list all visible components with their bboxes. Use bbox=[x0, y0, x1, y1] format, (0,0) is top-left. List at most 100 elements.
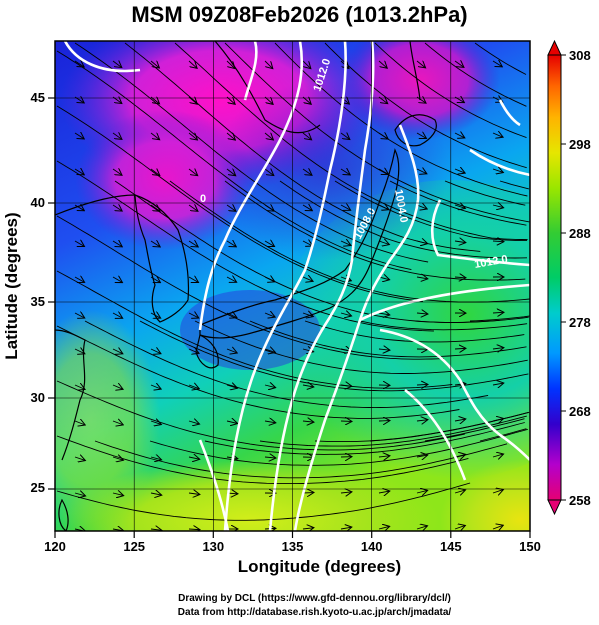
streamline bbox=[56, 270, 453, 389]
wind-arrow bbox=[188, 277, 198, 282]
plot-title: MSM 09Z08Feb2026 (1013.2hPa) bbox=[131, 2, 468, 27]
wind-arrow bbox=[340, 492, 351, 493]
axis-ticks bbox=[48, 97, 531, 538]
sakhalin-coastline bbox=[409, 41, 421, 101]
x-tick-labels: 120 125 130 135 140 145 150 bbox=[44, 539, 541, 554]
x-tick-label: 130 bbox=[202, 539, 224, 554]
wind-arrow bbox=[454, 205, 465, 208]
wind-arrow bbox=[150, 493, 161, 495]
wind-arrow bbox=[416, 241, 427, 243]
wind-arrow bbox=[188, 205, 197, 211]
wind-arrow bbox=[112, 493, 123, 495]
streamline bbox=[499, 180, 530, 190]
x-tick-label: 120 bbox=[44, 539, 66, 554]
wind-arrow bbox=[150, 349, 160, 353]
wind-arrow bbox=[264, 349, 275, 352]
y-tick-label: 35 bbox=[31, 294, 45, 309]
streamline bbox=[56, 380, 465, 451]
wind-arrow bbox=[226, 277, 236, 282]
streamline bbox=[56, 50, 412, 271]
wind-arrow bbox=[416, 313, 427, 314]
wind-arrow bbox=[264, 385, 275, 387]
colorbar-max-arrow bbox=[547, 39, 562, 56]
wind-arrow bbox=[492, 61, 502, 66]
wind-arrow bbox=[226, 385, 237, 388]
wind-arrow bbox=[416, 384, 427, 385]
wind-arrow bbox=[302, 60, 310, 68]
colorbar-label: 288 bbox=[569, 226, 591, 241]
y-tick-label: 40 bbox=[31, 195, 45, 210]
wind-arrow bbox=[188, 133, 197, 139]
wind-arrow bbox=[112, 277, 122, 282]
wind-arrow bbox=[302, 528, 313, 529]
wind-arrow bbox=[302, 421, 313, 422]
streamline bbox=[56, 105, 424, 302]
wind-arrow bbox=[340, 169, 349, 174]
wind-arrow bbox=[150, 313, 160, 318]
contour-label: 1004.0 bbox=[392, 188, 410, 223]
isobar-line bbox=[63, 41, 141, 73]
wind-arrow bbox=[264, 60, 272, 68]
wind-arrow bbox=[302, 241, 312, 246]
streamline bbox=[374, 42, 527, 139]
honshu-coastline bbox=[199, 148, 400, 339]
wind-arrow bbox=[226, 205, 235, 211]
wind-arrow bbox=[454, 61, 463, 67]
wind-arrow bbox=[226, 421, 237, 423]
y-tick-label: 25 bbox=[31, 480, 45, 495]
wind-arrow bbox=[340, 527, 351, 529]
wind-arrow bbox=[492, 490, 502, 493]
wind-arrow bbox=[492, 348, 503, 349]
wind-arrow bbox=[112, 205, 121, 211]
wind-arrow bbox=[454, 133, 464, 137]
wind-arrow bbox=[112, 385, 122, 389]
streamline bbox=[359, 320, 528, 331]
colorbar-label: 258 bbox=[569, 493, 591, 508]
isobar-line bbox=[404, 388, 467, 481]
wind-arrow bbox=[492, 205, 503, 207]
streamline bbox=[174, 42, 528, 241]
wind-arrow bbox=[188, 349, 198, 353]
korea-coastline bbox=[134, 194, 190, 323]
streamline bbox=[259, 415, 527, 447]
wind-arrow bbox=[378, 313, 389, 315]
isobar-line bbox=[198, 439, 230, 531]
wind-arrow bbox=[492, 169, 502, 172]
streamline bbox=[224, 180, 526, 281]
colorbar-label: 268 bbox=[569, 404, 591, 419]
wind-arrow bbox=[454, 419, 465, 421]
wind-arrow bbox=[340, 205, 350, 210]
wind-arrow bbox=[150, 457, 161, 460]
coastlines bbox=[55, 41, 437, 531]
wind-arrow bbox=[74, 277, 84, 282]
wind-arrow bbox=[74, 349, 84, 353]
wind-arrow bbox=[74, 385, 84, 389]
isobar-line bbox=[469, 148, 530, 177]
x-axis-label: Longitude (degrees) bbox=[237, 557, 402, 576]
wind-arrow bbox=[74, 241, 84, 246]
wind-arrow bbox=[74, 457, 84, 460]
wind-arrow bbox=[264, 169, 273, 175]
wind-arrow bbox=[150, 205, 159, 211]
wind-arrow bbox=[492, 312, 503, 313]
wind-arrow bbox=[264, 421, 275, 423]
y-tick-label: 45 bbox=[31, 90, 45, 105]
wind-arrow bbox=[454, 455, 465, 457]
wind-arrow bbox=[378, 527, 389, 529]
wind-arrow bbox=[492, 133, 502, 137]
colorbar: 308 298 288 278 268 258 bbox=[547, 39, 591, 516]
isobar-line bbox=[498, 99, 521, 127]
wind-arrow bbox=[416, 133, 426, 138]
streamline bbox=[194, 320, 528, 374]
wind-arrow bbox=[416, 61, 425, 67]
wind-arrow bbox=[302, 385, 313, 387]
wind-arrow bbox=[112, 169, 121, 175]
contour-label: 1012.0 bbox=[473, 253, 508, 271]
wind-arrow bbox=[378, 205, 388, 209]
x-tick-label: 135 bbox=[282, 539, 304, 554]
wind-arrow bbox=[188, 457, 199, 459]
streamline bbox=[224, 42, 530, 223]
wind-arrow bbox=[74, 205, 84, 210]
wind-arrow bbox=[74, 133, 83, 138]
wind-arrow bbox=[492, 526, 502, 529]
